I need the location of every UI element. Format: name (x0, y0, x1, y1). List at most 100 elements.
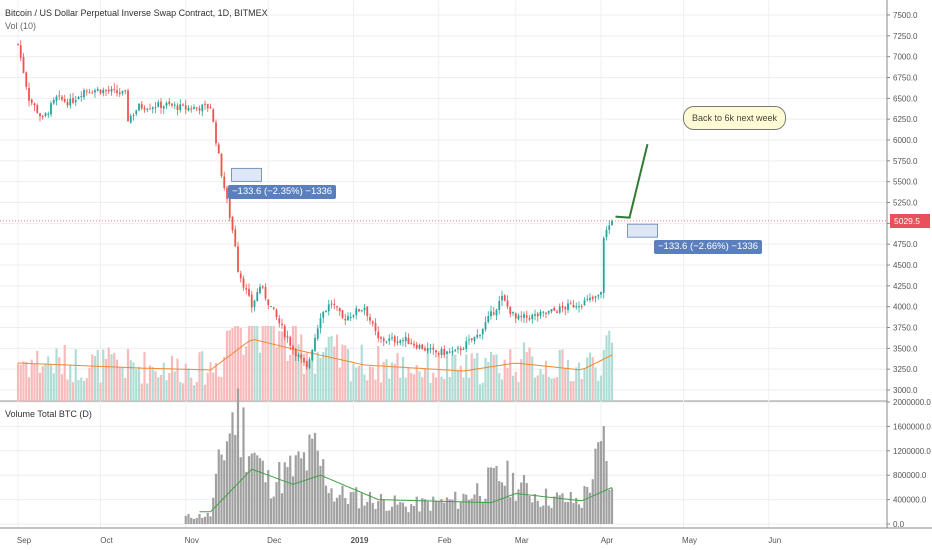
volume-overlay-bar (234, 326, 237, 401)
volume-overlay-bar (542, 374, 545, 401)
volume-overlay-bar (289, 354, 292, 401)
candle (366, 306, 369, 316)
volume-overlay-bar (434, 377, 438, 401)
candle (50, 103, 52, 115)
candle (514, 312, 517, 319)
volume-overlay-bar (170, 355, 174, 401)
volume-overlay-bar (355, 367, 358, 401)
candle (377, 331, 380, 339)
volume-overlay-bar (385, 359, 388, 401)
candle (253, 300, 256, 307)
volume-bar (291, 476, 295, 524)
volume-overlay-bar (377, 345, 380, 401)
volume-overlay-bar (473, 358, 476, 401)
volume-bar (344, 497, 347, 524)
volume-overlay-bar (190, 377, 193, 401)
candle (245, 287, 248, 290)
volume-bar (385, 510, 388, 524)
volume-overlay-bar (500, 379, 504, 401)
candle (204, 103, 206, 105)
measure-label-nov[interactable]: −133.6 (−2.35%) −1336 (228, 185, 337, 199)
candle (17, 44, 19, 46)
volume-overlay-label[interactable]: Vol (10) (5, 21, 37, 31)
y-tick-label: 3250.0 (893, 365, 918, 374)
volume-overlay-bar (203, 384, 207, 401)
volume-bar (220, 454, 223, 524)
volume-overlay-bar (44, 364, 47, 401)
volume-overlay-bar (159, 374, 163, 401)
candle (432, 347, 435, 350)
candle (404, 336, 407, 342)
candle (179, 104, 182, 111)
volume-overlay-bar (179, 382, 182, 401)
volume-overlay-bar (181, 383, 185, 401)
candle (594, 296, 597, 298)
volume-overlay-bar (495, 354, 498, 401)
volume-overlay-bar (509, 349, 512, 401)
candle (509, 306, 512, 314)
volume-overlay-bar (247, 326, 251, 401)
volume-overlay-bar (374, 379, 377, 401)
volume-bar (390, 506, 394, 524)
volume-overlay-bar (564, 367, 567, 401)
candle (96, 88, 99, 91)
candle (212, 109, 215, 122)
candle (457, 347, 459, 349)
volume-overlay-bar (192, 385, 196, 401)
volume-overlay-bar (412, 374, 416, 401)
candle (80, 96, 83, 98)
volume-overlay-bar (135, 369, 138, 401)
candle (118, 92, 121, 95)
volume-bar (412, 505, 416, 524)
volume-overlay-bar (366, 380, 369, 401)
volume-overlay-bar (242, 354, 245, 401)
candle (316, 328, 319, 339)
candle (391, 337, 393, 339)
volume-bar (283, 462, 286, 524)
y-tick-label: 4000.0 (893, 303, 918, 312)
volume-bar (399, 502, 402, 524)
candle (591, 296, 594, 299)
candle (239, 273, 242, 279)
candle (248, 288, 250, 296)
annotation-callout[interactable]: Back to 6k next week (683, 106, 786, 130)
volume-overlay-bar (107, 347, 110, 401)
volume-bar (503, 485, 506, 524)
volume-bar (498, 481, 501, 524)
volume-bar (473, 494, 476, 524)
volume-overlay-bar (113, 352, 116, 401)
volume-overlay-bar (313, 373, 317, 401)
candle (190, 108, 193, 110)
volume-overlay-bar (33, 364, 36, 401)
volume-overlay-bar (223, 356, 226, 401)
volume-bar (231, 412, 234, 524)
volume-overlay-bar (176, 358, 179, 401)
candle (294, 349, 297, 357)
measure-label-apr[interactable]: −133.6 (−2.66%) −1336 (654, 240, 763, 254)
volume-overlay-bar (151, 367, 154, 401)
candle (231, 216, 234, 231)
volume-overlay-ma (17, 339, 613, 372)
volume-overlay-bar (382, 361, 385, 401)
candle (261, 286, 264, 288)
volume-overlay-bar (115, 359, 119, 401)
volume-overlay-bar (173, 371, 176, 401)
candle (360, 309, 363, 312)
drawing-tools[interactable] (231, 143, 658, 238)
volume-bar (250, 453, 253, 524)
volume-overlay-bar (261, 326, 264, 401)
candle (105, 89, 107, 91)
volume-ma-line (199, 468, 613, 513)
volume-bar (327, 493, 330, 524)
candle (338, 307, 341, 312)
volume-bar (544, 488, 548, 524)
volume-bar (487, 467, 490, 524)
volume-overlay-bar (396, 353, 399, 401)
volume-bar (465, 494, 468, 524)
volume-pane-title[interactable]: Volume Total BTC (D) (5, 409, 92, 419)
volume-bar (286, 467, 289, 524)
volume-bar (608, 489, 611, 524)
volume-overlay-bar (63, 345, 66, 401)
volume-overlay-bar (492, 354, 495, 401)
volume-overlay-bar (22, 361, 25, 401)
